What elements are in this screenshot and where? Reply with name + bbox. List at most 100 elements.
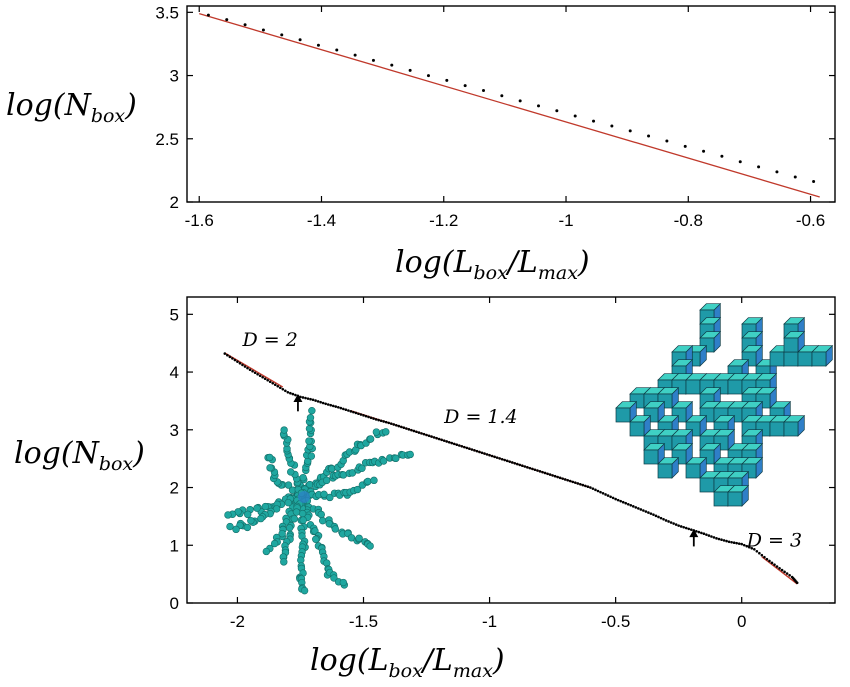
bottom-data-point — [498, 457, 501, 460]
bottom-data-point — [788, 573, 791, 577]
top-x-tick-label: -1 — [558, 211, 573, 230]
bottom-data-point — [324, 402, 327, 406]
bottom-data-point — [526, 466, 529, 469]
arrow-head — [689, 529, 699, 538]
bottom-data-point — [490, 454, 494, 458]
bottom-data-point — [642, 509, 645, 512]
top-data-point — [555, 109, 559, 113]
bottom-data-point — [372, 417, 375, 420]
top-plot-frame — [186, 5, 836, 203]
bottom-data-point — [384, 420, 388, 424]
bottom-data-point — [495, 456, 499, 459]
bottom-data-point — [747, 545, 751, 549]
cluster-particle — [392, 454, 400, 463]
bottom-data-point — [725, 539, 728, 543]
slope-annotation: D = 2 — [241, 329, 297, 351]
bottom-data-point — [503, 458, 506, 462]
bottom-data-point — [596, 489, 600, 493]
bottom-data-point — [755, 549, 759, 553]
bottom-data-point — [508, 460, 512, 463]
cluster-particle — [285, 524, 294, 532]
top-data-point — [481, 88, 485, 92]
bottom-data-point — [251, 369, 254, 373]
bottom-data-point — [233, 358, 237, 362]
cluster-particle — [364, 477, 372, 486]
bottom-data-point — [326, 403, 330, 406]
cluster-particle — [306, 414, 315, 422]
bottom-data-point — [773, 563, 776, 566]
bottom-data-point — [488, 453, 491, 457]
bottom-data-point — [654, 514, 658, 518]
bottom-data-point — [493, 455, 496, 459]
bottom-data-point — [551, 474, 554, 477]
bottom-data-point — [263, 377, 267, 381]
top-data-point — [445, 78, 449, 82]
cluster-particle — [366, 542, 374, 550]
cluster-particle — [358, 464, 366, 472]
bottom-data-point — [261, 375, 264, 379]
bottom-data-point — [427, 434, 431, 438]
cluster-particle — [270, 539, 279, 548]
cluster-particle — [406, 450, 414, 459]
bottom-data-point — [662, 517, 665, 521]
bottom-fit-segment — [761, 556, 798, 585]
cluster-particle — [262, 547, 271, 556]
bottom-data-point — [400, 425, 403, 429]
cluster-particle — [353, 485, 362, 494]
top-data-point — [537, 104, 541, 108]
bottom-data-point — [455, 443, 459, 446]
bottom-data-point — [629, 504, 633, 507]
bottom-data-point — [389, 422, 393, 425]
bottom-data-point — [576, 482, 580, 485]
bottom-data-point — [417, 431, 421, 434]
cluster-particle — [305, 424, 314, 433]
bottom-data-point — [435, 436, 438, 440]
cluster-particle — [232, 525, 240, 534]
top-y-axis-label: log(Nbox) — [6, 88, 137, 127]
bottom-data-point — [546, 472, 549, 476]
cluster-particle — [292, 508, 301, 516]
bottom-data-point — [616, 498, 620, 502]
bottom-data-point — [364, 414, 368, 418]
top-data-point — [298, 38, 302, 42]
bottom-data-point — [284, 389, 287, 393]
bottom-data-point — [362, 414, 365, 417]
bottom-data-point — [276, 384, 280, 388]
top-data-point — [610, 124, 614, 128]
bottom-data-point — [626, 502, 630, 506]
bottom-data-point — [722, 539, 726, 542]
bottom-data-point — [528, 466, 532, 470]
bottom-data-point — [246, 366, 249, 370]
cluster-particle — [370, 476, 378, 485]
top-data-point — [628, 129, 632, 133]
bottom-data-point — [236, 360, 239, 363]
bottom-data-point — [256, 372, 259, 376]
bottom-data-point — [584, 484, 587, 488]
cluster-particle — [308, 406, 316, 415]
cube-front-face — [727, 491, 743, 507]
bottom-data-point — [483, 452, 486, 455]
bottom-data-point — [304, 396, 307, 400]
top-y-tick-label: 3.5 — [155, 3, 179, 22]
top-y-tick-label: 2 — [170, 193, 179, 212]
bottom-x-axis-label: log(Lbox/Lmax) — [310, 643, 505, 682]
bottom-data-point — [619, 499, 622, 503]
bottom-data-point — [394, 423, 398, 427]
bottom-data-point — [689, 528, 693, 531]
bottom-data-point — [485, 453, 489, 456]
bottom-data-point — [579, 482, 582, 486]
bottom-data-point — [412, 429, 416, 433]
slope-annotation: D = 3 — [746, 529, 802, 551]
bottom-data-point — [447, 440, 451, 444]
top-data-point — [408, 68, 412, 72]
top-ticks: -1.6 -1.4 -1.2 -1 -0.8 -0.6 2 2.5 3 3.5 — [155, 3, 835, 230]
bottom-data-point — [697, 530, 701, 534]
bottom-data-point — [677, 524, 680, 527]
bottom-data-point — [314, 399, 317, 402]
bottom-data-point — [634, 506, 638, 509]
bottom-data-point — [591, 487, 595, 490]
bottom-data-point — [707, 534, 711, 537]
top-data-point — [757, 165, 761, 169]
bottom-data-point — [594, 488, 597, 492]
bottom-data-point — [510, 461, 514, 464]
